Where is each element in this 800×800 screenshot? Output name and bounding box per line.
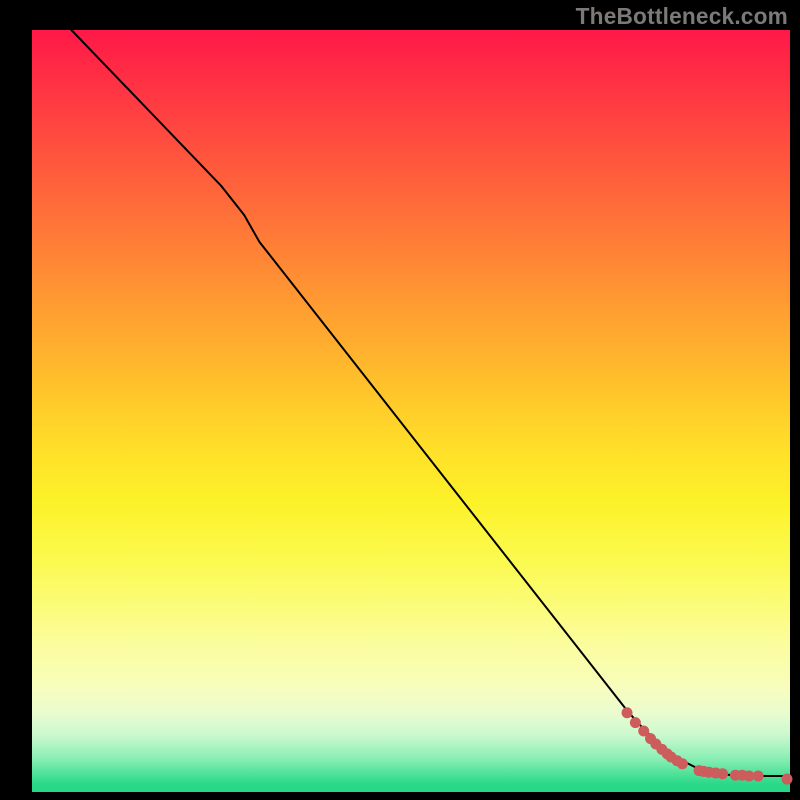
scatter-point bbox=[781, 774, 792, 785]
scatter-point bbox=[730, 770, 741, 781]
scatter-point bbox=[656, 744, 667, 755]
scatter-point bbox=[703, 767, 714, 778]
scatter-point bbox=[753, 771, 764, 782]
scatter-point bbox=[650, 738, 661, 749]
scatter-point bbox=[744, 771, 755, 782]
scatter-point bbox=[698, 766, 709, 777]
scatter-point bbox=[645, 733, 656, 744]
scatter-point bbox=[622, 707, 633, 718]
chart-gradient-bg bbox=[32, 30, 790, 792]
scatter-point bbox=[710, 767, 721, 778]
scatter-point bbox=[665, 751, 676, 762]
scatter-point bbox=[662, 748, 673, 759]
scatter-point bbox=[717, 768, 728, 779]
bottleneck-curve bbox=[71, 30, 790, 776]
bottleneck-chart-svg bbox=[0, 0, 800, 800]
scatter-point bbox=[677, 758, 688, 769]
scatter-point bbox=[638, 726, 649, 737]
attribution-label: TheBottleneck.com bbox=[576, 3, 788, 30]
scatter-point bbox=[694, 765, 705, 776]
scatter-point bbox=[737, 770, 748, 781]
scatter-point bbox=[672, 755, 683, 766]
scatter-point bbox=[630, 717, 641, 728]
